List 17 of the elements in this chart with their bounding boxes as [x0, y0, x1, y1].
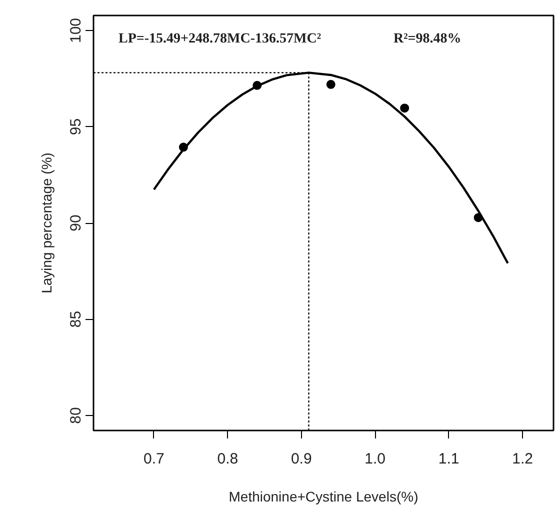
x-tick-label: 0.7 [144, 450, 164, 468]
y-axis-title: Laying percentage (%) [38, 152, 54, 294]
y-tick-label: 100 [68, 18, 84, 44]
x-tick-label: 1.1 [438, 450, 460, 468]
x-axis-title: Methionine+Cystine Levels(%) [228, 488, 418, 504]
y-tick-label: 90 [68, 214, 84, 232]
annotation: LP=-15.49+248.78MC-136.57MC² [118, 32, 322, 46]
annotation: R²=98.48% [394, 32, 462, 46]
x-tick-label: 1.0 [364, 450, 386, 468]
x-tick-label: 0.8 [217, 450, 238, 468]
y-tick-label: 80 [68, 407, 84, 424]
point [400, 104, 410, 113]
point [326, 80, 336, 89]
y-tick-label: 95 [68, 118, 84, 136]
x-tick-label: 0.9 [290, 450, 312, 468]
x-tick-label: 1.2 [512, 450, 533, 468]
y-tick-label: 85 [68, 310, 84, 328]
